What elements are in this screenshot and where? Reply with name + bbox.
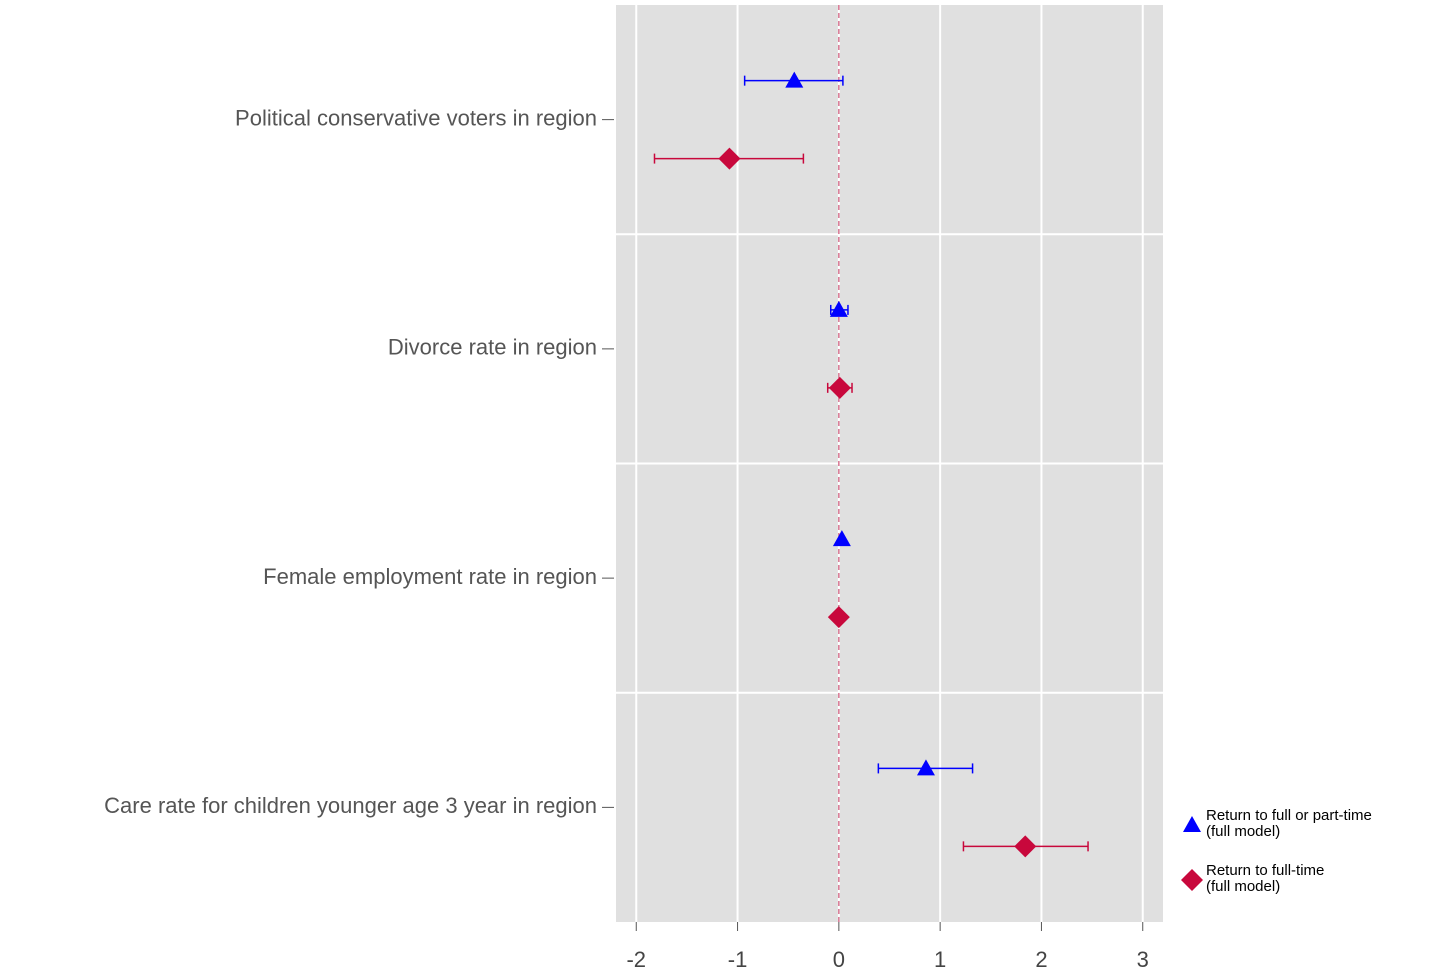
y-tick-label: Political conservative voters in region [235, 105, 597, 130]
legend-marker [1183, 816, 1201, 832]
legend-marker [1181, 869, 1203, 891]
x-tick-label: 3 [1137, 947, 1149, 971]
x-tick-label: 2 [1035, 947, 1047, 971]
point [829, 300, 848, 317]
point [828, 376, 851, 399]
x-tick-label: -1 [728, 947, 748, 971]
x-tick-label: 0 [833, 947, 845, 971]
point [916, 759, 935, 776]
y-tick-label: Divorce rate in region [388, 335, 597, 360]
point [827, 606, 850, 629]
x-tick-label: 1 [934, 947, 946, 971]
legend-label: Return to full or part-time (full model) [1206, 807, 1372, 840]
point [832, 530, 851, 547]
legend-label: Return to full-time (full model) [1206, 862, 1325, 895]
point [718, 147, 741, 170]
point [785, 71, 804, 88]
x-tick-label: -2 [626, 947, 646, 971]
point [1014, 835, 1037, 858]
y-tick-label: Female employment rate in region [263, 564, 597, 589]
y-tick-label: Care rate for children younger age 3 yea… [104, 793, 597, 818]
